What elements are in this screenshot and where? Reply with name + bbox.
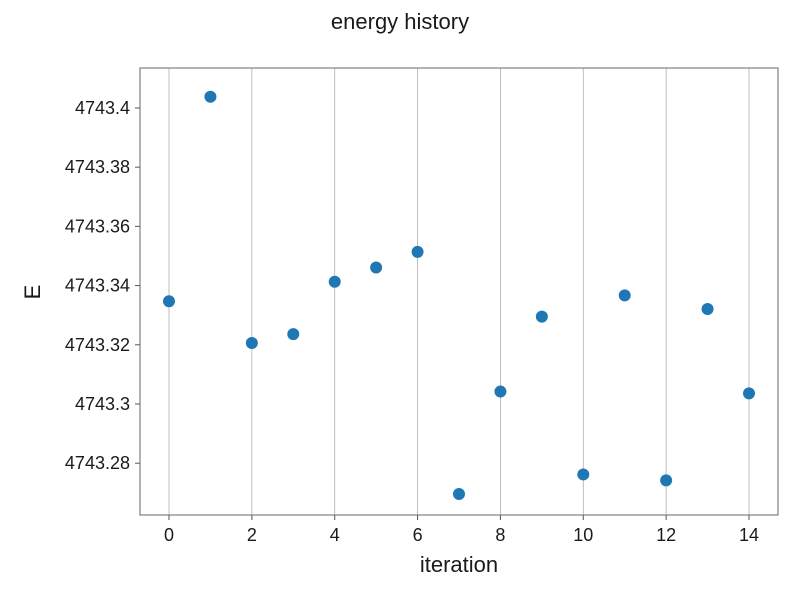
data-point [163,295,175,308]
x-tick-label: 0 [164,525,174,545]
data-point [618,289,631,302]
y-tick-label: 4743.32 [65,335,130,355]
data-point [577,468,590,481]
data-point [701,302,714,315]
data-point [204,90,217,103]
data-point [660,474,673,487]
y-tick-label: 4743.28 [65,453,130,473]
y-tick-label: 4743.38 [65,157,130,177]
x-tick-label: 14 [739,525,759,545]
data-points [163,90,755,500]
x-tick-label: 8 [495,525,505,545]
x-tick-label: 10 [573,525,593,545]
y-axis: 4743.28 4743.3 4743.32 4743.34 4743.36 4743.3… [65,98,140,473]
data-point [411,245,424,258]
x-tick-label: 12 [656,525,676,545]
data-point [370,261,383,274]
data-point [287,328,300,341]
chart-title: energy history [331,9,469,34]
y-tick-label: 4743.34 [65,276,130,296]
data-point [535,310,548,323]
y-tick-label: 4743.36 [65,216,130,236]
y-tick-label: 4743.4 [75,98,130,118]
data-point [453,487,465,500]
y-tick-label: 4743.3 [75,394,130,414]
x-tick-label: 6 [413,525,423,545]
x-tick-label: 2 [247,525,257,545]
data-point [743,387,755,400]
y-axis-title: E [20,285,45,300]
x-axis: 0 2 4 6 8 10 12 14 [164,515,759,545]
x-tick-label: 4 [330,525,340,545]
plot-frame [139,67,779,516]
data-point [494,385,507,398]
data-point [328,275,341,288]
grid-lines [168,68,750,515]
x-axis-title: iteration [420,552,498,577]
data-point [245,337,258,350]
